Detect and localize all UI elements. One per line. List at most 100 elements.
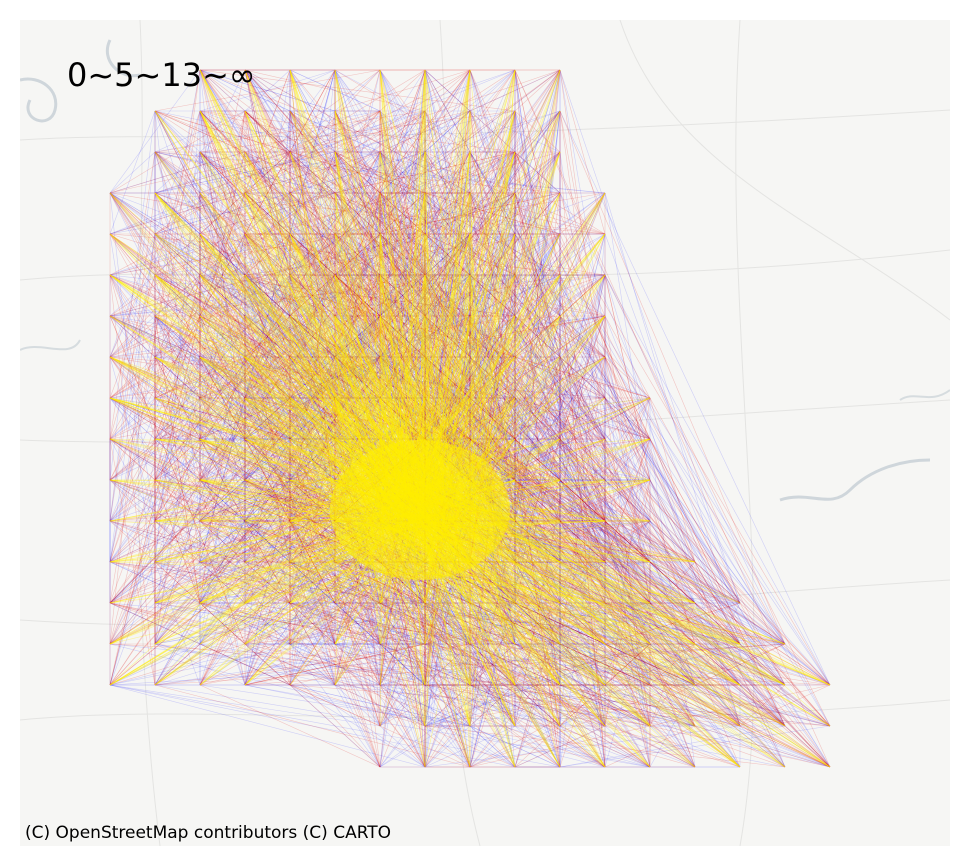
flow-line (379, 602, 831, 727)
flow-line (154, 69, 516, 358)
flow-line (244, 643, 426, 727)
flow-line (154, 684, 651, 768)
flow-line (604, 520, 651, 686)
flow-line (514, 110, 561, 153)
flow-line (199, 69, 336, 563)
flow-line (424, 192, 561, 481)
flow-line (379, 561, 471, 686)
flow-line (424, 192, 606, 481)
flow-line (379, 274, 651, 522)
flow-line (424, 110, 471, 276)
flow-line (469, 233, 606, 768)
flow-line (424, 274, 606, 645)
flow-line (154, 602, 426, 686)
flow-line (379, 356, 606, 440)
flow-line (154, 151, 336, 194)
flow-line (334, 151, 561, 522)
flow-line (514, 643, 786, 686)
flow-line (559, 479, 696, 686)
flow-line (289, 602, 786, 645)
flow-line (154, 151, 381, 194)
flow-line (244, 520, 471, 645)
flow-line (109, 69, 516, 440)
flow-line (109, 274, 606, 317)
flow-line (424, 602, 741, 727)
flow-line (604, 274, 786, 645)
flow-line (109, 643, 786, 686)
flow-line (109, 69, 201, 194)
flow-line (514, 192, 741, 645)
flow-line (199, 315, 291, 645)
flow-line (154, 69, 516, 481)
flow-line (244, 233, 561, 481)
flow-line (289, 69, 381, 112)
flow-line (514, 684, 696, 727)
flow-line (289, 110, 381, 481)
flow-line (109, 274, 246, 522)
flow-line (334, 192, 426, 481)
flow-line (469, 151, 516, 768)
flow-line (109, 438, 246, 522)
flow-line (199, 438, 426, 604)
flow-line (199, 192, 471, 645)
flow-line (244, 602, 291, 645)
flow-line (154, 397, 786, 768)
flow-line (109, 110, 156, 235)
flow-line (469, 69, 561, 440)
flow-line (154, 192, 426, 686)
flow-line (379, 356, 651, 686)
flow-line (469, 397, 561, 768)
flow-line (154, 69, 516, 194)
flow-line (244, 315, 381, 358)
map-canvas[interactable]: 0~5~13~∞ (C) OpenStreetMap contributors … (20, 20, 950, 846)
flow-line (379, 110, 471, 194)
flow-line (154, 315, 381, 645)
flow-line (154, 643, 786, 768)
flow-line (379, 520, 516, 727)
flow-line (244, 561, 741, 686)
flow-line (244, 233, 561, 440)
flow-line (244, 274, 516, 481)
flow-line (559, 438, 651, 563)
flow-line (514, 274, 696, 604)
flow-line (244, 602, 381, 645)
flow-line (469, 561, 606, 604)
flow-line (289, 520, 426, 686)
flow-line (199, 110, 336, 563)
flow-line (109, 274, 516, 317)
flow-line (289, 110, 336, 563)
flow-line (154, 561, 246, 604)
flow-line (559, 192, 831, 686)
flow-line (289, 315, 381, 440)
flow-line (154, 151, 381, 481)
flow-line (244, 233, 291, 440)
flow-line (154, 151, 201, 563)
flow-line (289, 520, 426, 727)
flow-line (154, 110, 381, 358)
flow-line (424, 110, 561, 686)
flow-line (109, 69, 381, 317)
flow-line (199, 397, 336, 645)
flow-line (109, 561, 201, 604)
flow-line (109, 151, 156, 194)
flow-line (199, 151, 381, 276)
flow-line (289, 151, 426, 317)
flow-line (199, 233, 471, 604)
flow-line (244, 274, 291, 481)
flow-line (514, 151, 561, 194)
flow-line (199, 438, 381, 522)
flow-line (289, 684, 426, 768)
flow-line (109, 192, 246, 276)
flow-line (289, 192, 516, 522)
flow-line (334, 397, 651, 440)
flow-line (424, 151, 561, 522)
flow-line (334, 192, 606, 358)
flow-line (649, 479, 786, 768)
flow-line (154, 233, 426, 358)
flow-line (244, 151, 696, 686)
flow-line (379, 356, 426, 440)
flow-line (154, 151, 246, 481)
flow-line (469, 110, 786, 645)
flow-line (559, 520, 651, 686)
flow-line (514, 233, 741, 604)
